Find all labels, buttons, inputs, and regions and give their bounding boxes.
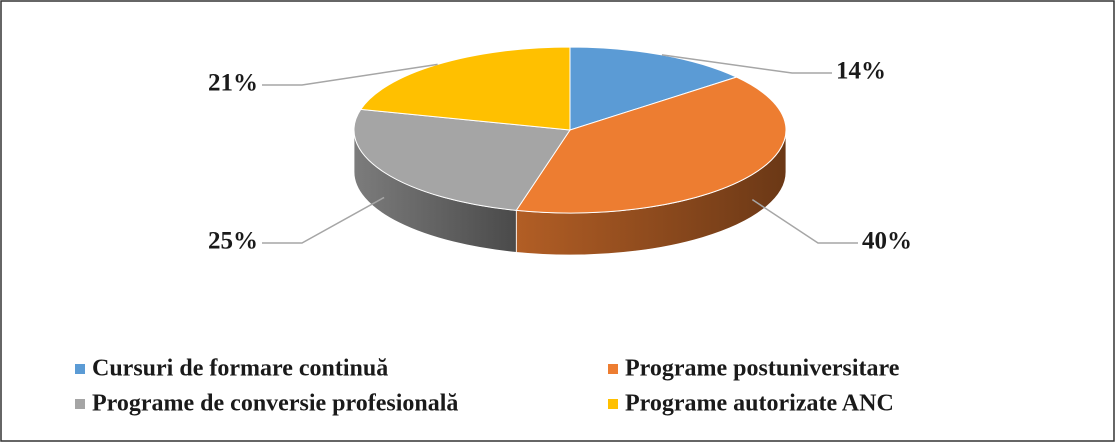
legend-swatch — [608, 399, 618, 409]
legend-swatch — [608, 364, 618, 374]
legend-swatch — [75, 399, 85, 409]
legend-swatch — [75, 364, 85, 374]
leader-line — [751, 199, 858, 244]
data-label: 25% — [208, 228, 258, 255]
leader-line — [262, 196, 385, 244]
slice — [353, 108, 571, 211]
leader-line — [661, 54, 832, 74]
legend-label: Programe autorizate ANC — [625, 391, 894, 417]
slice — [515, 76, 787, 214]
data-label: 14% — [836, 58, 886, 85]
legend-label: Cursuri de formare continuă — [92, 356, 388, 382]
legend-label: Programe de conversie profesională — [92, 391, 458, 417]
data-label: 40% — [862, 228, 912, 255]
data-label: 21% — [208, 70, 258, 97]
legend-label: Programe postuniversitare — [625, 356, 900, 382]
leader-line — [262, 63, 438, 86]
